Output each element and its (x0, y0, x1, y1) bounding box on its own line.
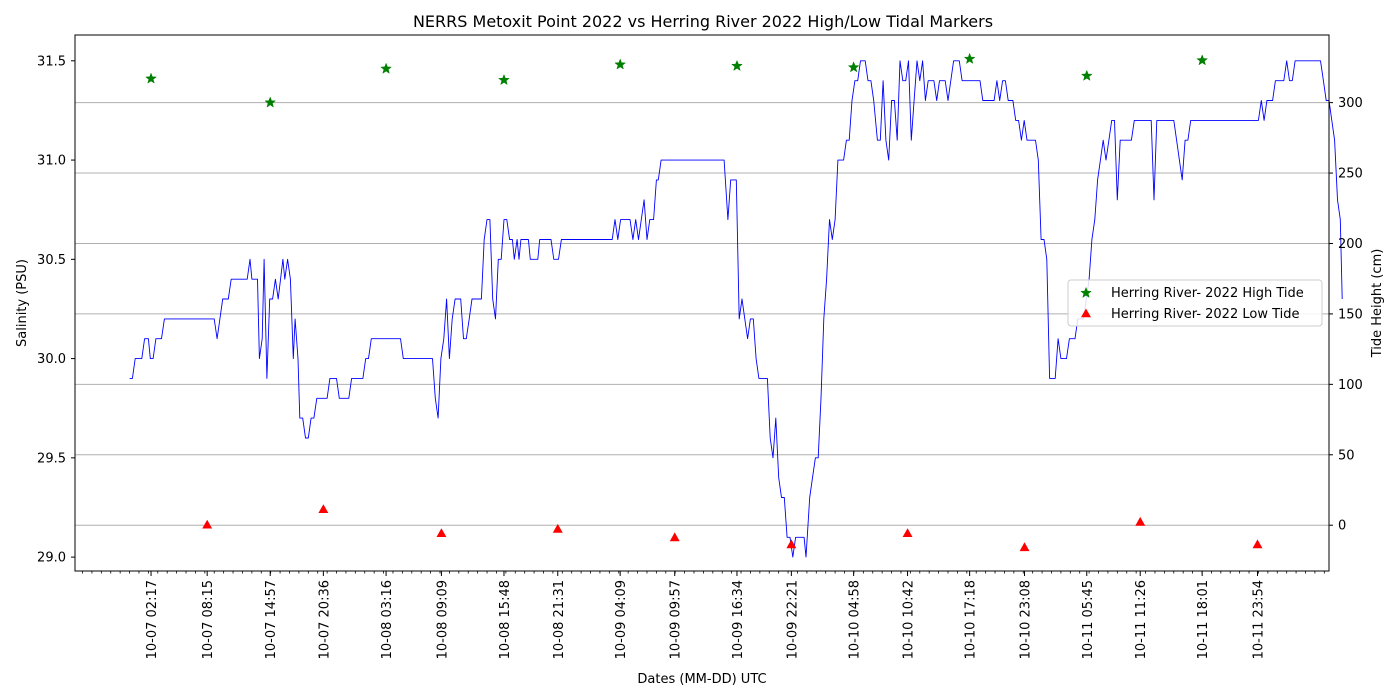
y-right-tick-label: 50 (1338, 448, 1355, 463)
low-tide-marker (1252, 539, 1263, 549)
x-tick-label: 10-11 05:45 (1081, 580, 1096, 659)
low-tide-marker (1135, 516, 1146, 526)
high-tide-marker (498, 73, 510, 86)
y-left-tick-label: 30.5 (37, 253, 66, 268)
low-tide-marker (318, 504, 329, 513)
legend-triangle-icon (1081, 308, 1091, 318)
x-tick-label: 10-08 15:48 (498, 580, 513, 659)
x-axis: 10-07 02:17 10-07 08:15 10-07 14:57 10-07 2… (82, 571, 1325, 659)
plot-frame (74, 34, 1330, 572)
chart-title: NERRS Metoxit Point 2022 vs Herring Rive… (413, 12, 993, 31)
y-left-tick-label: 31.0 (37, 154, 66, 169)
y-left-tick-label: 29.5 (37, 451, 66, 466)
x-tick-label: 10-09 04:09 (614, 580, 629, 659)
low-tide-marker (786, 539, 797, 549)
legend: Herring River- 2022 High Tide Herring Ri… (1067, 279, 1323, 327)
x-tick-label: 10-11 18:01 (1196, 580, 1211, 659)
x-tick-label: 10-07 14:57 (264, 580, 279, 659)
x-tick-label: 10-11 23:54 (1252, 580, 1267, 659)
y-right-tick-label: 150 (1338, 307, 1363, 322)
high-tide-marker (264, 96, 277, 108)
x-tick-label: 10-08 09:09 (435, 580, 450, 659)
y-left-tick-label: 30.0 (37, 352, 66, 367)
legend-low-label: Herring River- 2022 Low Tide (1111, 307, 1300, 322)
high-tide-marker (380, 62, 392, 74)
y-right-tick-label: 100 (1338, 378, 1363, 393)
marker-layer (145, 52, 1263, 552)
x-tick-label: 10-07 02:17 (145, 580, 160, 659)
y-left-tick-label: 29.0 (37, 551, 66, 566)
low-tide-marker (202, 519, 213, 529)
x-tick-label: 10-10 17:18 (964, 580, 979, 659)
high-tide-marker (145, 72, 157, 84)
high-tide-marker (614, 58, 627, 70)
low-tide-marker (669, 532, 680, 542)
low-tide-marker (552, 523, 563, 533)
x-tick-label: 10-10 23:08 (1019, 580, 1034, 659)
x-tick-label: 10-08 03:16 (380, 580, 395, 659)
y-axis-right-label: Tide Height (cm) (1370, 249, 1385, 359)
y-right-tick-label: 200 (1338, 237, 1363, 252)
legend-box (1067, 279, 1323, 327)
legend-high-label: Herring River- 2022 High Tide (1111, 286, 1304, 301)
x-tick-label: 10-09 09:57 (669, 580, 684, 659)
left-axis: 29.0 29.5 30.0 30.5 31.0 31.5 (37, 54, 75, 566)
y-right-tick-label: 300 (1338, 96, 1363, 111)
x-tick-label: 10-11 11:26 (1134, 580, 1149, 659)
legend-star-icon (1080, 286, 1092, 298)
right-axis: 0 50 100 150 200 250 300 (1329, 96, 1363, 534)
x-tick-label: 10-09 22:21 (785, 580, 800, 659)
y-right-tick-label: 0 (1338, 519, 1346, 534)
high-tide-marker (731, 59, 743, 71)
x-tick-label: 10-08 21:31 (552, 580, 567, 659)
x-tick-label: 10-10 04:58 (848, 580, 863, 659)
y-right-tick-label: 250 (1338, 167, 1363, 182)
grid-layer (75, 102, 1329, 526)
high-tide-marker (963, 52, 976, 64)
high-tide-marker (847, 61, 860, 73)
legend-high-marker (1080, 286, 1092, 298)
legend-low-marker (1081, 308, 1091, 318)
y-left-tick-label: 31.5 (37, 54, 66, 69)
high-tide-marker (1196, 54, 1209, 66)
low-tide-marker (436, 528, 447, 537)
x-tick-label: 10-09 16:34 (731, 580, 746, 659)
x-tick-label: 10-07 20:36 (317, 580, 332, 659)
x-tick-label: 10-07 08:15 (201, 580, 216, 659)
x-axis-label: Dates (MM-DD) UTC (637, 672, 766, 687)
y-axis-left-label: Salinity (PSU) (15, 259, 30, 347)
low-tide-marker (902, 528, 913, 537)
high-tide-marker (1080, 69, 1093, 81)
x-tick-label: 10-10 10:42 (902, 580, 917, 659)
low-tide-marker (1019, 542, 1030, 552)
